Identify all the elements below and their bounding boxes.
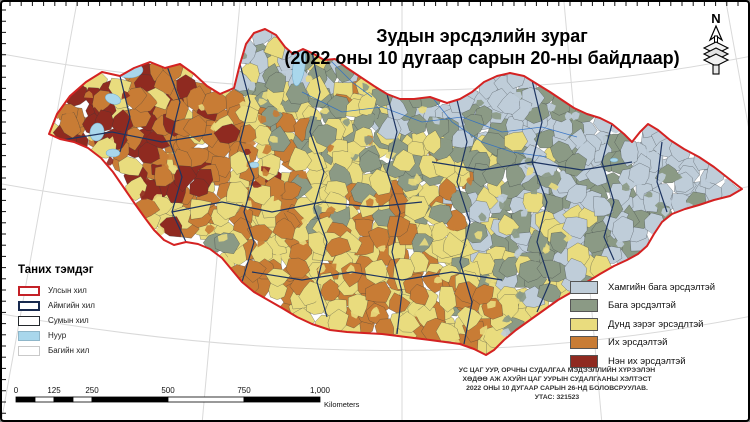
scale-tick-label: 0 xyxy=(14,386,19,395)
legend-item-bag-border: Багийн хил xyxy=(18,343,148,358)
legend-item-label: Багийн хил xyxy=(48,346,90,355)
aimag-border-swatch xyxy=(18,300,40,311)
credit-line: 2022 ОНЫ 10 ДУГААР САРЫН 26-НД БОЛОВСРУУ… xyxy=(466,384,648,392)
legend-item-lowest-risk: Хамгийн бага эрсдэлтэй xyxy=(570,278,748,297)
legend-risk-classes: Хамгийн бага эрсдэлтэй Бага эрсдэлтэй Ду… xyxy=(570,278,748,371)
legend-item-label: Бага эрсдэлтэй xyxy=(608,300,676,312)
scale-tick-label: 125 xyxy=(47,386,61,395)
legend-title: Таних тэмдэг xyxy=(18,264,94,276)
legend-item-country-border: Улсын хил xyxy=(18,283,148,298)
medium-risk-swatch xyxy=(570,317,598,331)
legend-item-soum-border: Сумын хил xyxy=(18,313,148,328)
legend-boundaries: Таних тэмдэг Улсын хил Аймгийн хил Сумын… xyxy=(18,264,148,358)
very-high-risk-swatch xyxy=(570,354,598,368)
scale-tick-label: 1,000 xyxy=(310,386,331,395)
lowest-risk-swatch xyxy=(570,280,598,294)
legend-item-high-risk: Их эрсдэлтэй xyxy=(570,334,748,353)
legend-item-aimag-border: Аймгийн хил xyxy=(18,298,148,313)
bag-border-swatch xyxy=(18,345,40,356)
country-border-swatch xyxy=(18,285,40,296)
legend-item-lake: Нуур xyxy=(18,328,148,343)
legend-item-label: Нэн их эрсдэлтэй xyxy=(608,355,686,367)
legend-item-label: Нуур xyxy=(48,331,67,340)
scale-tick-label: 250 xyxy=(85,386,99,395)
legend-item-low-risk: Бага эрсдэлтэй xyxy=(570,297,748,316)
low-risk-swatch xyxy=(570,299,598,313)
scale-tick-label: 500 xyxy=(161,386,175,395)
credit-line: ХӨДӨӨ АЖ АХУЙН ЦАГ УУРЫН СУДАЛГААНЫ ХЭЛТ… xyxy=(462,375,652,383)
legend-item-label: Улсын хил xyxy=(48,286,87,295)
legend-item-label: Аймгийн хил xyxy=(48,301,95,310)
scale-bar: 0 125 250 500 750 1,000 Kilometers xyxy=(14,386,360,409)
north-arrow-icon: N xyxy=(702,11,730,75)
lake-swatch xyxy=(18,330,40,341)
legend-item-label: Дунд зэрэг эрсэдлтэй xyxy=(608,318,704,330)
credit-text: УС ЦАГ УУР, ОРЧНЫ СУДАЛГАА МЭДЭЭЛЛИЙН ХҮ… xyxy=(450,367,664,403)
scale-tick-label: 750 xyxy=(237,386,251,395)
north-arrow-label: N xyxy=(711,11,720,26)
legend-item-medium-risk: Дунд зэрэг эрсэдлтэй xyxy=(570,315,748,334)
credit-line: УТАС: 321523 xyxy=(534,393,580,401)
legend-item-label: Их эрсдэлтэй xyxy=(608,337,668,349)
legend-item-very-high-risk: Нэн их эрсдэлтэй xyxy=(570,352,748,371)
map-title-line2: (2022 оны 10 дугаар сарын 20-ны байдлаар… xyxy=(284,47,680,68)
map-title: Зудын эрсдэлийн зураг (2022 оны 10 дугаа… xyxy=(282,26,682,70)
scale-unit-label: Kilometers xyxy=(324,400,360,409)
map-title-line1: Зудын эрсдэлийн зураг xyxy=(376,26,588,46)
legend-item-label: Сумын хил xyxy=(48,316,89,325)
high-risk-swatch xyxy=(570,336,598,350)
credit-line: УС ЦАГ УУР, ОРЧНЫ СУДАЛГАА МЭДЭЭЛЛИЙН ХҮ… xyxy=(458,367,656,374)
legend-item-label: Хамгийн бага эрсдэлтэй xyxy=(608,281,716,293)
soum-border-swatch xyxy=(18,315,40,326)
